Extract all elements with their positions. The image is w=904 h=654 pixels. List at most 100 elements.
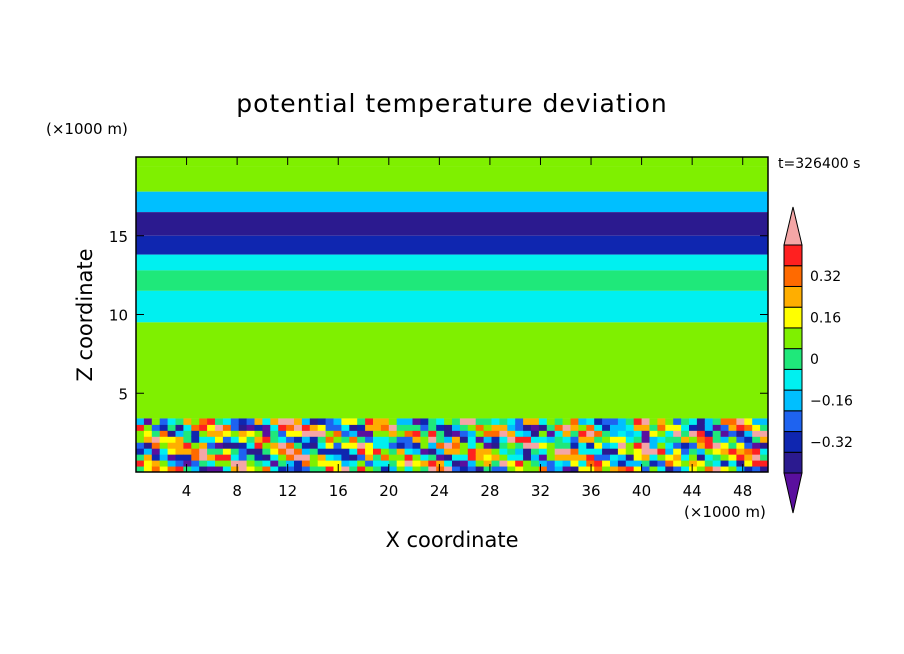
boundary-layer-cell [491, 442, 500, 449]
boundary-layer-cell [649, 418, 658, 425]
boundary-layer-cell [294, 418, 303, 425]
boundary-layer-cell [610, 460, 619, 467]
colorbar-tick-label: 0.32 [810, 269, 841, 285]
boundary-layer-cell [641, 442, 650, 449]
boundary-layer-cell [578, 442, 587, 449]
colorbar-band [783, 389, 803, 412]
boundary-layer-cell [649, 460, 658, 467]
boundary-layer-cell [467, 430, 477, 437]
boundary-layer-cell [649, 448, 658, 455]
boundary-layer-cell [309, 454, 319, 461]
boundary-layer-cell [365, 466, 374, 472]
boundary-layer-cell [673, 436, 682, 443]
boundary-layer-cell [396, 424, 406, 431]
boundary-layer-cell [633, 466, 643, 472]
boundary-layer-cell [136, 460, 145, 467]
boundary-layer-cell [270, 430, 279, 437]
boundary-layer-cell [222, 424, 232, 431]
boundary-layer-cell [760, 454, 768, 461]
boundary-layer-cell [594, 460, 603, 467]
boundary-layer-cell [459, 424, 469, 431]
boundary-layer-cell [570, 418, 579, 425]
boundary-layer-cell [183, 430, 192, 437]
boundary-layer-cell [728, 418, 737, 425]
boundary-layer-cell [357, 448, 366, 455]
boundary-layer-cell [199, 466, 208, 472]
boundary-layer-cell [459, 430, 469, 437]
boundary-layer-cell [238, 454, 248, 461]
y-axis: 5 10 15 [109, 228, 768, 403]
boundary-layer-cell [175, 448, 184, 455]
boundary-layer-cell [507, 460, 516, 467]
boundary-layer-cell [499, 466, 508, 472]
boundary-layer-cell [357, 430, 366, 437]
boundary-layer-cell [657, 418, 666, 425]
boundary-layer-cell [254, 460, 263, 467]
boundary-layer-cell [230, 460, 240, 467]
boundary-layer-cell [365, 424, 374, 431]
boundary-layer-cell [341, 430, 350, 437]
boundary-layer-cell [531, 448, 540, 455]
boundary-layer-cell [325, 436, 334, 443]
boundary-layer-cell [380, 424, 390, 431]
boundary-layer-cell [278, 466, 287, 472]
boundary-layer-cell [531, 454, 540, 461]
boundary-layer-cell [578, 454, 587, 461]
boundary-layer-cell [333, 430, 342, 437]
boundary-layer-cell [570, 442, 579, 449]
boundary-layer-cell [270, 466, 279, 472]
boundary-layer-cell [554, 436, 564, 443]
boundary-layer-cell [309, 460, 319, 467]
boundary-layer-cell [665, 454, 674, 461]
colorbar-band [783, 306, 803, 329]
boundary-layer-cell [538, 460, 548, 467]
boundary-layer-cell [681, 448, 690, 455]
boundary-layer-cell [278, 460, 287, 467]
boundary-layer-cell [507, 418, 516, 425]
boundary-layer-cell [278, 418, 287, 425]
boundary-layer-cell [475, 448, 485, 455]
boundary-layer-cell [175, 466, 184, 472]
boundary-layer-cell [365, 418, 374, 425]
boundary-layer-cell [301, 454, 311, 461]
boundary-layer-cell [704, 442, 714, 449]
boundary-layer-cell [444, 466, 453, 472]
boundary-layer-cell [483, 442, 492, 449]
boundary-layer-cell [531, 460, 540, 467]
boundary-layer-cell [262, 430, 271, 437]
boundary-layer-cell [309, 430, 319, 437]
boundary-layer-cell [420, 430, 429, 437]
boundary-layer-cell [617, 418, 627, 425]
boundary-layer-cell [633, 442, 643, 449]
boundary-layer-cell [665, 442, 674, 449]
boundary-layer-cell [420, 442, 429, 449]
boundary-layer-cell [349, 436, 358, 443]
boundary-layer-cell [712, 442, 722, 449]
boundary-layer-cell [230, 442, 240, 449]
boundary-layer-cell [317, 454, 327, 461]
boundary-layer-cell [617, 460, 627, 467]
boundary-layer-cell [151, 418, 161, 425]
boundary-layer-cell [167, 418, 176, 425]
boundary-layer-cell [499, 448, 508, 455]
boundary-layer-cell [696, 466, 706, 472]
boundary-layer-cell [467, 442, 477, 449]
boundary-layer-cell [380, 430, 390, 437]
boundary-layer-cell [254, 466, 263, 472]
boundary-layer-cell [246, 430, 255, 437]
boundary-layer-cell [341, 448, 350, 455]
boundary-layer-cell [254, 448, 263, 455]
boundary-layer-cell [207, 418, 216, 425]
y-axis-label: Z coordinate [73, 248, 97, 381]
boundary-layer-cell [586, 442, 595, 449]
boundary-layer-cell [617, 454, 627, 461]
boundary-layer-cell [183, 436, 192, 443]
boundary-layer-cell [301, 448, 311, 455]
boundary-layer-cell [278, 442, 287, 449]
boundary-layer-cell [151, 448, 161, 455]
boundary-layer-cell [562, 460, 571, 467]
boundary-layer-cell [349, 418, 358, 425]
boundary-layer-cell [199, 418, 208, 425]
boundary-layer-cell [554, 418, 564, 425]
